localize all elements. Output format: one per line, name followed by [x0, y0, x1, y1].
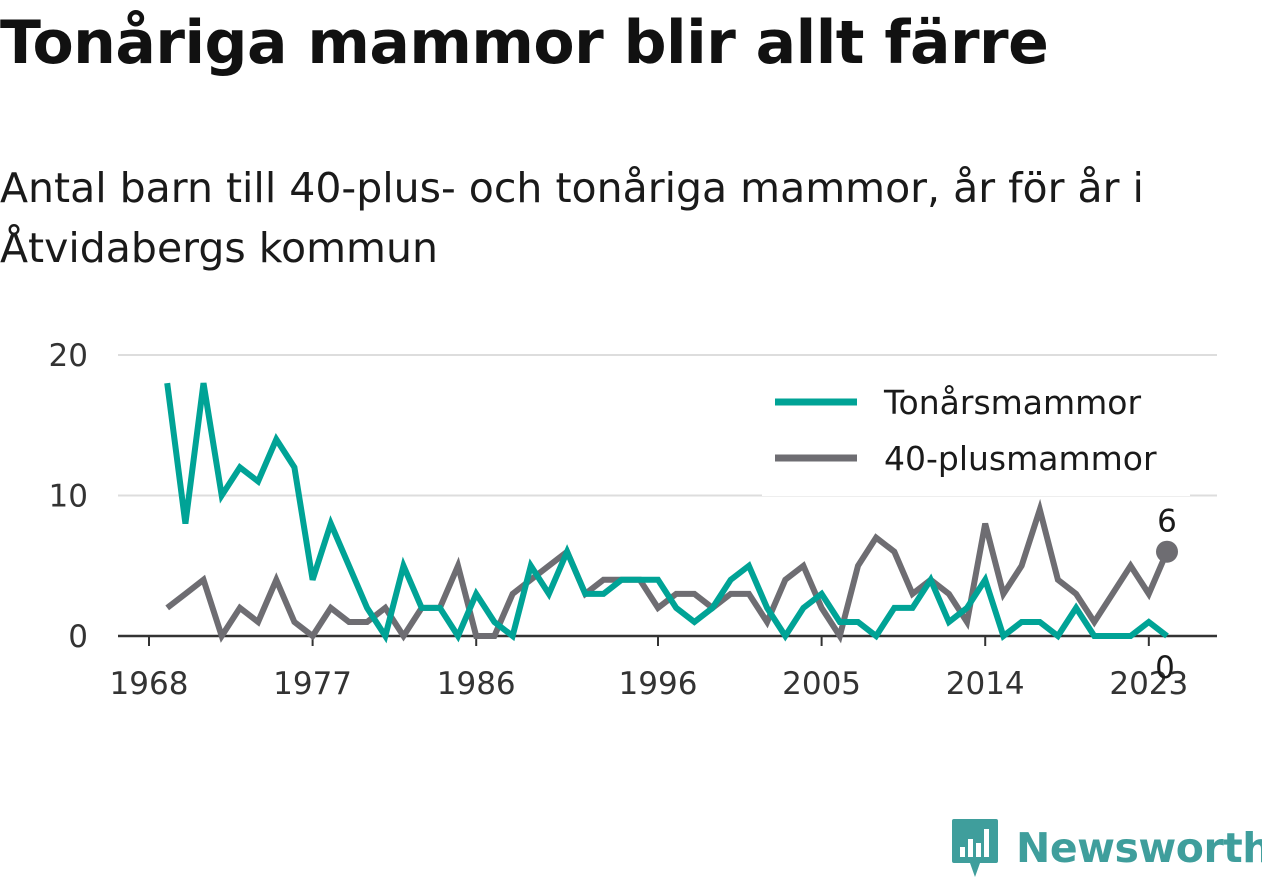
- newsworthy-logo-text: Newsworthy: [1016, 824, 1262, 872]
- x-tick-label: 1968: [110, 666, 189, 702]
- end-labels: 60: [1155, 504, 1178, 686]
- series-line-tonarsmammor: [164, 382, 1169, 644]
- end-label-tonarsmammor: 0: [1155, 650, 1175, 686]
- chart-subtitle: Antal barn till 40-plus- och tonåriga ma…: [0, 164, 1144, 272]
- x-tick-label: 2023: [1109, 666, 1188, 702]
- y-axis: 0 10 20: [49, 338, 88, 655]
- legend-label-tonarsmammor: Tonårsmammor: [883, 383, 1141, 422]
- newsworthy-logo-icon: [952, 819, 998, 877]
- x-axis: 1968 1977 1986 1996 2005 2014 2023: [110, 634, 1217, 702]
- x-tick-label: 2005: [782, 666, 861, 702]
- end-marker-40-plusmammor: [1156, 540, 1178, 563]
- series-line-40-plusmammor: [165, 498, 1170, 644]
- series-lines: [164, 382, 1170, 644]
- legend-label-40-plusmammor: 40-plusmammor: [884, 439, 1157, 478]
- y-tick-label: 20: [49, 338, 88, 374]
- y-tick-label: 0: [68, 619, 88, 655]
- legend-background: [762, 372, 1190, 496]
- line-chart: 0 10 20 1968 1977 1986 1996 2005 2014 2023 Tonår…: [49, 338, 1217, 702]
- x-tick-label: 1977: [273, 666, 352, 702]
- newsworthy-logo: Newsworthy: [950, 816, 1262, 880]
- x-tick-label: 1986: [437, 666, 516, 702]
- x-tick-label: 2014: [946, 666, 1025, 702]
- y-tick-label: 10: [49, 479, 88, 515]
- end-label-40-plusmammor: 6: [1157, 504, 1177, 540]
- x-tick-label: 1996: [619, 666, 698, 702]
- legend: Tonårsmammor 40-plusmammor: [762, 372, 1190, 496]
- chart-title: Tonåriga mammor blir allt färre: [0, 8, 1049, 78]
